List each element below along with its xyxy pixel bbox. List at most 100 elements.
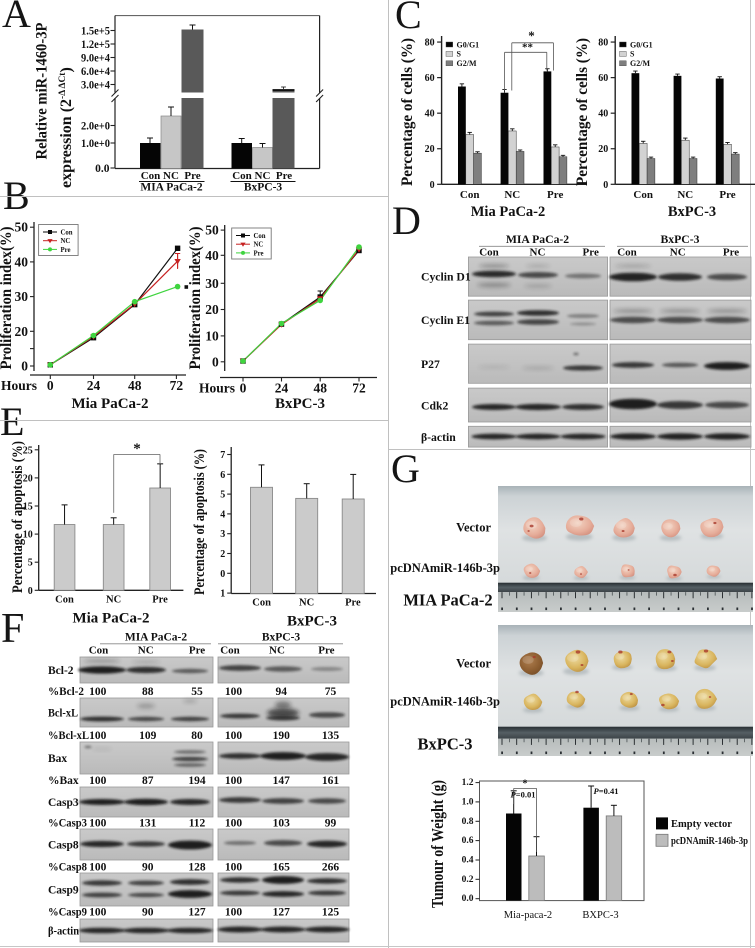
svg-text:Proliferation index(%): Proliferation index(%)	[0, 227, 15, 370]
svg-text:BxPC-3: BxPC-3	[287, 614, 337, 630]
svg-text:60: 60	[425, 73, 435, 84]
svg-text:NC: NC	[61, 238, 71, 245]
svg-text:Pre: Pre	[254, 250, 264, 257]
svg-text:5: 5	[220, 490, 225, 501]
svg-text:Tumour of Weight (g): Tumour of Weight (g)	[428, 780, 447, 908]
svg-text:Con: Con	[232, 170, 252, 182]
svg-text:BxPC-3: BxPC-3	[661, 233, 700, 246]
svg-text:100: 100	[225, 730, 243, 742]
svg-text:Pre: Pre	[276, 170, 292, 182]
svg-text:2: 2	[220, 549, 225, 560]
svg-text:MIA PaCa-2: MIA PaCa-2	[125, 632, 188, 644]
svg-text:0.2: 0.2	[462, 875, 474, 885]
svg-text:*: *	[528, 28, 535, 43]
svg-text:0: 0	[21, 359, 28, 374]
svg-text:Relative miR-1460-3P: Relative miR-1460-3P	[34, 22, 51, 159]
svg-text:Empty vector: Empty vector	[671, 819, 732, 830]
svg-text:NC: NC	[255, 170, 271, 182]
svg-text:1: 1	[220, 589, 225, 600]
svg-text:135: 135	[322, 730, 340, 742]
svg-text:Percentage of cells (%): Percentage of cells (%)	[574, 38, 591, 186]
svg-text:%Casp9: %Casp9	[48, 907, 87, 919]
svg-text:Con: Con	[89, 645, 109, 657]
svg-text:100: 100	[89, 818, 107, 830]
svg-text:Con: Con	[55, 595, 74, 606]
svg-text:NC: NC	[269, 645, 285, 657]
svg-text:Pre: Pre	[318, 645, 334, 657]
svg-text:Pre: Pre	[719, 189, 735, 201]
svg-text:β-actin: β-actin	[421, 431, 456, 444]
svg-text:Con: Con	[479, 247, 499, 259]
svg-text:Bcl-xL: Bcl-xL	[48, 708, 78, 720]
svg-text:Con: Con	[254, 233, 266, 240]
svg-text:NC: NC	[670, 247, 686, 259]
svg-text:100: 100	[89, 775, 107, 787]
svg-text:1.2e+5: 1.2e+5	[81, 39, 110, 51]
svg-text:Con: Con	[61, 229, 73, 236]
svg-text:2.0e+0: 2.0e+0	[81, 121, 110, 133]
svg-text:NC: NC	[677, 189, 693, 201]
svg-text:55: 55	[191, 686, 203, 698]
svg-text:112: 112	[189, 818, 206, 830]
svg-text:NC: NC	[254, 242, 264, 249]
svg-text:Casp8: Casp8	[48, 840, 79, 852]
svg-text:30: 30	[205, 276, 219, 291]
svg-text:BxPC-3: BxPC-3	[668, 204, 716, 220]
svg-text:99: 99	[325, 818, 337, 830]
svg-text:Pre: Pre	[152, 595, 168, 606]
svg-text:30: 30	[15, 289, 29, 304]
svg-text:NC: NC	[106, 595, 121, 606]
svg-text:MIA PaCa-2: MIA PaCa-2	[506, 233, 569, 246]
svg-text:88: 88	[142, 686, 154, 698]
svg-text:%Bcl-xL: %Bcl-xL	[48, 730, 89, 742]
svg-text:40: 40	[425, 109, 435, 120]
svg-text:Casp9: Casp9	[48, 885, 79, 897]
svg-text:G2/M: G2/M	[630, 59, 650, 68]
svg-text:0: 0	[47, 378, 54, 393]
svg-text:Cyclin E1: Cyclin E1	[421, 314, 470, 327]
svg-text:Proliferation index(%): Proliferation index(%)	[187, 227, 204, 370]
svg-text:20: 20	[23, 473, 33, 484]
svg-text:Mia PaCa-2: Mia PaCa-2	[71, 396, 148, 412]
svg-text:127: 127	[273, 907, 291, 919]
svg-text:50: 50	[205, 223, 219, 238]
svg-text:Con: Con	[220, 645, 240, 657]
svg-text:MIA PaCa-2: MIA PaCa-2	[403, 591, 492, 610]
svg-text:6.0e+4: 6.0e+4	[81, 66, 110, 78]
svg-text:Vector: Vector	[456, 521, 491, 535]
svg-text:pcDNAmiR-146b-3p: pcDNAmiR-146b-3p	[671, 836, 748, 847]
svg-text:Percentage of apoptosis (%): Percentage of apoptosis (%)	[10, 441, 26, 593]
svg-text:Mia PaCa-2: Mia PaCa-2	[72, 611, 149, 627]
svg-text:0.6: 0.6	[462, 836, 474, 846]
svg-text:90: 90	[142, 862, 154, 874]
svg-text:Pre: Pre	[583, 247, 599, 259]
svg-text:1.0: 1.0	[462, 797, 474, 807]
svg-text:G0/G1: G0/G1	[457, 40, 480, 49]
svg-text:100: 100	[225, 862, 243, 874]
svg-text:15: 15	[23, 502, 33, 513]
svg-text:expression (2-Δ ΔCt): expression (2-Δ ΔCt)	[58, 67, 75, 188]
svg-text:NC: NC	[530, 247, 546, 259]
svg-text:Pre: Pre	[345, 598, 361, 609]
svg-text:0: 0	[430, 180, 435, 191]
svg-text:80: 80	[191, 730, 203, 742]
svg-text:Pre: Pre	[189, 645, 205, 657]
svg-text:0: 0	[603, 180, 608, 191]
svg-text:100: 100	[89, 686, 107, 698]
svg-text:24: 24	[87, 378, 101, 393]
svg-text:P27: P27	[421, 358, 440, 371]
svg-text:P=0.41: P=0.41	[594, 786, 619, 796]
svg-text:Mia PaCa-2: Mia PaCa-2	[471, 204, 546, 220]
svg-text:Pre: Pre	[723, 247, 739, 259]
svg-text:4: 4	[220, 509, 225, 520]
svg-text:Bax: Bax	[48, 753, 67, 765]
svg-text:127: 127	[188, 907, 206, 919]
svg-text:S: S	[457, 50, 462, 59]
svg-text:100: 100	[89, 730, 107, 742]
svg-text:*: *	[523, 779, 528, 790]
svg-text:pcDNAmiR-146b-3p: pcDNAmiR-146b-3p	[390, 695, 500, 709]
svg-text:128: 128	[188, 862, 206, 874]
svg-text:Pre: Pre	[61, 247, 71, 254]
svg-text:80: 80	[598, 38, 608, 49]
svg-text:0.0: 0.0	[95, 163, 110, 175]
